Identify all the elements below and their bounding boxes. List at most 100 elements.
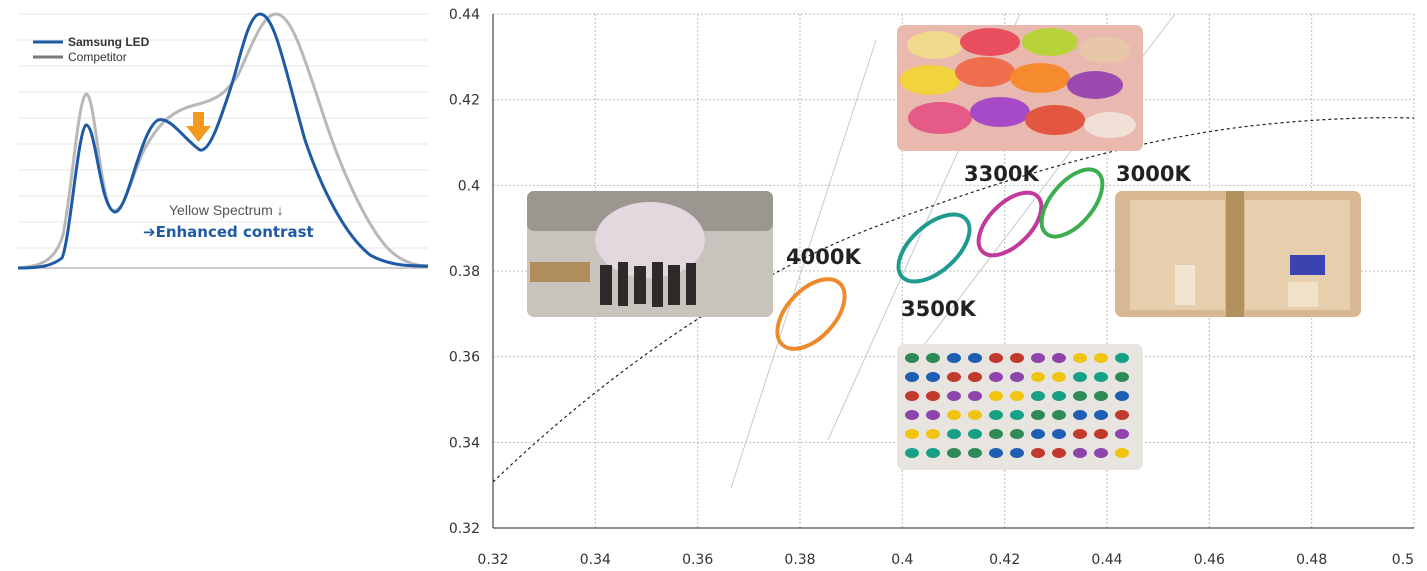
legend-samsung-label: Samsung LED (68, 35, 150, 49)
sneaker-shape (1031, 448, 1045, 458)
ellipse-3500k (896, 212, 972, 284)
sneaker-shape (1094, 391, 1108, 401)
x-tick-label: 0.34 (580, 552, 611, 568)
sneaker-shape (1115, 410, 1129, 420)
sneaker-shape (1094, 372, 1108, 382)
sneaker-shape (1052, 372, 1066, 382)
sneaker-shape (1073, 410, 1087, 420)
sneaker-shape (1010, 372, 1024, 382)
sneaker-shape (905, 372, 919, 382)
spectrum-gridlines (18, 13, 428, 249)
x-tick-label: 0.48 (1296, 552, 1327, 568)
sneaker-shape (926, 353, 940, 363)
sneaker-shape (1031, 391, 1045, 401)
sneaker-shape (1010, 391, 1024, 401)
sneaker-shape (1052, 448, 1066, 458)
y-tick-label: 0.32 (449, 521, 480, 537)
sneaker-shape (1052, 353, 1066, 363)
sneaker-shape (989, 353, 1003, 363)
x-tick-label: 0.44 (1091, 552, 1122, 568)
label-3300k: 3300K (964, 162, 1039, 186)
sneaker-shape (1031, 429, 1045, 439)
photo-boutique (1115, 191, 1361, 317)
sneaker-shape (926, 410, 940, 420)
sneaker-shape (1031, 353, 1045, 363)
sneaker-shape (926, 372, 940, 382)
sneaker-shape (1010, 353, 1024, 363)
blackbody-locus (492, 117, 1415, 483)
sneaker-shape (1115, 372, 1129, 382)
sneaker-shape (1115, 429, 1129, 439)
sneaker-shape (1094, 448, 1108, 458)
yellow-spectrum-note: Yellow Spectrum ↓ (169, 202, 284, 218)
sneaker-shape (989, 372, 1003, 382)
sneaker-shape (1010, 448, 1024, 458)
sneaker-shape (1094, 353, 1108, 363)
sneaker-shape (947, 429, 961, 439)
sneaker-shape (1073, 429, 1087, 439)
sneaker-shape (1031, 372, 1045, 382)
photo-sneakers (897, 344, 1143, 470)
y-tick-label: 0.4 (458, 178, 480, 194)
ellipse-3000k (1039, 167, 1105, 239)
sneaker-shape (1073, 448, 1087, 458)
photo-fashion-store (527, 191, 773, 317)
sneaker-shape (1052, 410, 1066, 420)
sneaker-shape (1052, 429, 1066, 439)
x-tick-label: 0.42 (989, 552, 1020, 568)
sneaker-shape (989, 410, 1003, 420)
sneaker-shape (989, 429, 1003, 439)
sneaker-shape (989, 391, 1003, 401)
sneaker-shape (1073, 391, 1087, 401)
sneaker-shape (1073, 372, 1087, 382)
x-tick-label: 0.5 (1392, 552, 1414, 568)
sneaker-shape (1010, 429, 1024, 439)
sneaker-shape (968, 429, 982, 439)
x-tick-label: 0.38 (784, 552, 815, 568)
sneaker-shape (905, 448, 919, 458)
label-3500k: 3500K (901, 297, 976, 321)
sneaker-shape (1115, 448, 1129, 458)
x-tick-label: 0.46 (1194, 552, 1225, 568)
sneaker-shape (1094, 429, 1108, 439)
sneaker-shape (989, 448, 1003, 458)
x-tick-label: 0.36 (682, 552, 713, 568)
ellipse-3300k (976, 190, 1044, 258)
cct-ellipses (775, 167, 1105, 351)
sneaker-shape (905, 429, 919, 439)
sneaker-shape (947, 448, 961, 458)
samsung-curve (17, 12, 429, 270)
y-tick-label: 0.34 (449, 435, 480, 451)
x-tick-labels: 0.32 0.34 0.36 0.38 0.4 0.42 0.44 0.46 0.48 0.5 (477, 552, 1414, 568)
photo-macarons (897, 25, 1143, 151)
enhanced-contrast-note: ➔Enhanced contrast (143, 223, 314, 241)
sneaker-shape (905, 353, 919, 363)
sneaker-shape (905, 410, 919, 420)
label-4000k: 4000K (786, 245, 861, 269)
y-tick-label: 0.44 (449, 7, 480, 23)
y-tick-label: 0.38 (449, 264, 480, 280)
sneaker-shape (947, 372, 961, 382)
y-tick-label: 0.36 (449, 350, 480, 366)
ellipse-4000k (775, 277, 847, 351)
sneaker-shape (1010, 410, 1024, 420)
sneaker-shape (968, 410, 982, 420)
sneaker-shape (1115, 353, 1129, 363)
spectrum-legend: Samsung LED Competitor (33, 35, 150, 64)
sneaker-shape (926, 448, 940, 458)
sneaker-shape (1031, 410, 1045, 420)
sneaker-shape (1115, 391, 1129, 401)
spectrum-chart: Samsung LED Competitor Yellow Spectrum ↓… (17, 12, 429, 270)
x-tick-label: 0.32 (477, 552, 508, 568)
competitor-curve (17, 12, 429, 270)
sneaker-shape (926, 391, 940, 401)
sneaker-shape (968, 353, 982, 363)
sneaker-shape (947, 391, 961, 401)
chromaticity-chart: 4000K 3500K 3300K 3000K 0.32 0.34 0.36 0.38… (449, 7, 1415, 568)
sneaker-shape (947, 353, 961, 363)
sneaker-shape (947, 410, 961, 420)
sneaker-shape (968, 391, 982, 401)
sneaker-shape (968, 448, 982, 458)
x-tick-label: 0.4 (891, 552, 913, 568)
